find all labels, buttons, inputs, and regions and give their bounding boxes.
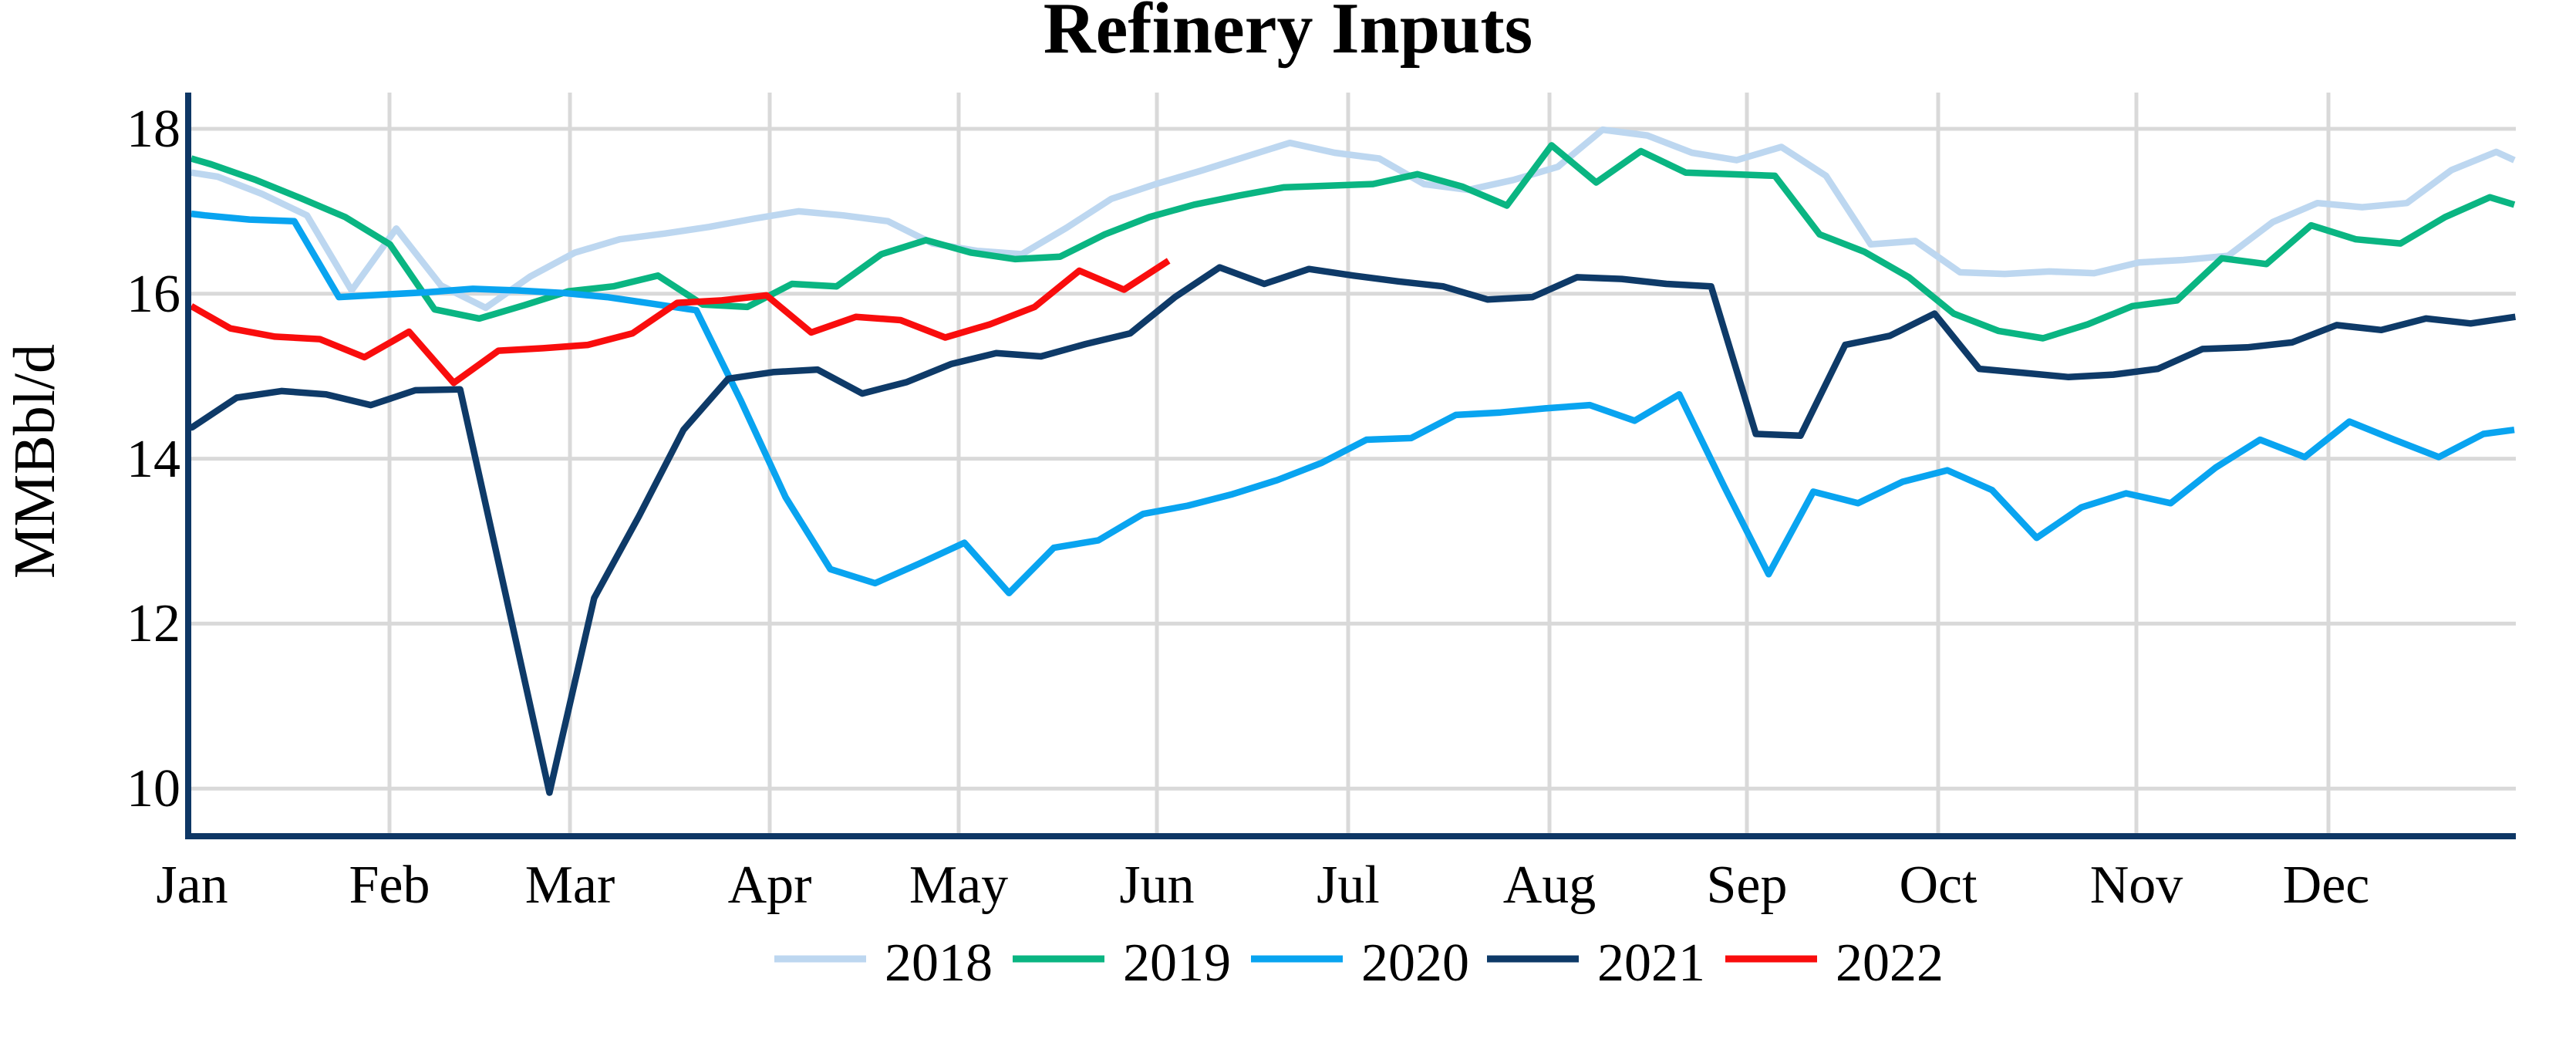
svg-text:2022: 2022 <box>1836 933 1944 993</box>
svg-text:16: 16 <box>126 265 180 324</box>
svg-text:12: 12 <box>126 594 180 653</box>
svg-text:Apr: Apr <box>728 856 812 915</box>
svg-text:Oct: Oct <box>1899 856 1978 915</box>
svg-text:Sep: Sep <box>1707 856 1788 915</box>
svg-text:10: 10 <box>126 759 180 818</box>
svg-text:14: 14 <box>126 430 180 489</box>
svg-text:2020: 2020 <box>1361 933 1469 993</box>
svg-text:Feb: Feb <box>349 856 430 915</box>
svg-text:Dec: Dec <box>2283 856 2370 915</box>
svg-text:Jul: Jul <box>1317 856 1380 915</box>
svg-text:2018: 2018 <box>885 933 993 993</box>
svg-text:Aug: Aug <box>1503 856 1597 915</box>
svg-text:Refinery Inputs: Refinery Inputs <box>1044 0 1533 69</box>
svg-text:18: 18 <box>126 100 180 159</box>
svg-text:Jan: Jan <box>156 856 228 915</box>
svg-text:Nov: Nov <box>2090 856 2183 915</box>
svg-text:MMBbl/d: MMBbl/d <box>2 344 67 579</box>
svg-text:2019: 2019 <box>1123 933 1231 993</box>
svg-text:2021: 2021 <box>1597 933 1705 993</box>
svg-text:Mar: Mar <box>525 856 615 915</box>
svg-text:May: May <box>909 856 1008 915</box>
svg-text:Jun: Jun <box>1119 856 1194 915</box>
